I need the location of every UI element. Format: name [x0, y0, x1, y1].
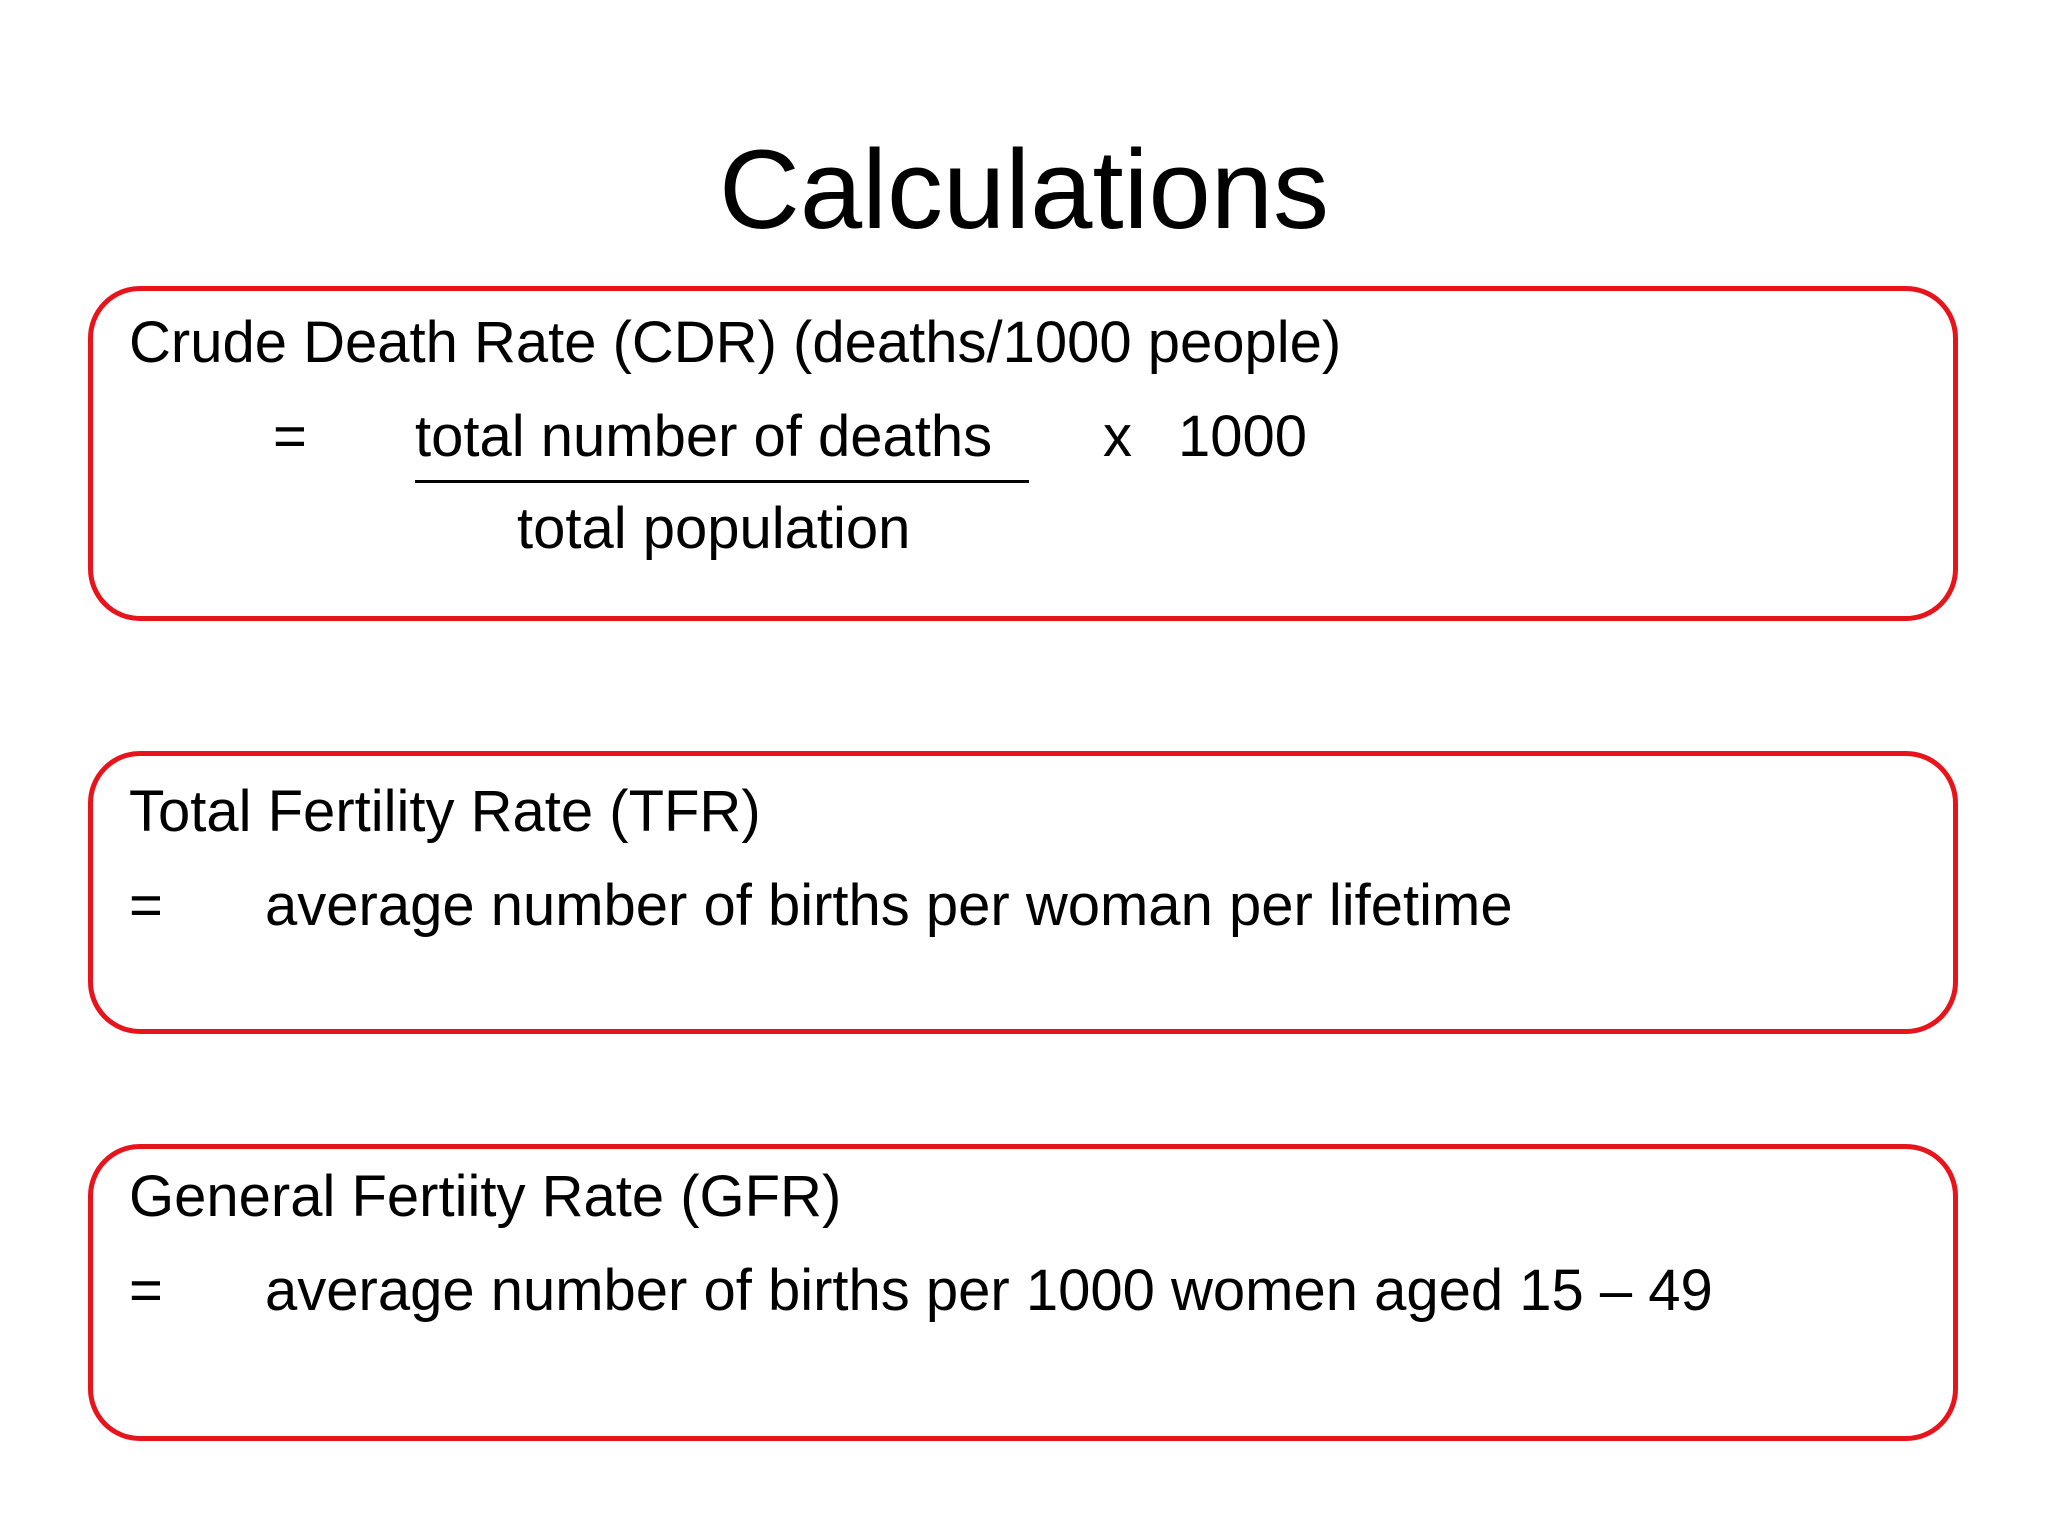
gfr-heading: General Fertiity Rate (GFR) — [129, 1164, 842, 1229]
multiply-sign: x — [1103, 404, 1132, 469]
tfr-box: Total Fertility Rate (TFR) = average num… — [88, 751, 1958, 1034]
cdr-equals-sign: = — [273, 404, 307, 469]
tfr-definition: average number of births per woman per l… — [265, 873, 1513, 938]
slide-title: Calculations — [718, 127, 1330, 252]
cdr-numerator: total number of deaths — [415, 404, 993, 469]
gfr-definition: average number of births per 1000 women … — [265, 1258, 1713, 1323]
cdr-box: Crude Death Rate (CDR) (deaths/1000 peop… — [88, 286, 1958, 621]
tfr-equals-sign: = — [129, 873, 163, 938]
gfr-equals-sign: = — [129, 1258, 163, 1323]
gfr-box: General Fertiity Rate (GFR) = average nu… — [88, 1144, 1958, 1441]
cdr-multiplier: 1000 — [1178, 404, 1308, 469]
cdr-heading: Crude Death Rate (CDR) (deaths/1000 peop… — [129, 310, 1342, 375]
cdr-denominator: total population — [517, 496, 911, 561]
tfr-heading: Total Fertility Rate (TFR) — [129, 779, 761, 844]
fraction-bar — [415, 480, 1029, 483]
